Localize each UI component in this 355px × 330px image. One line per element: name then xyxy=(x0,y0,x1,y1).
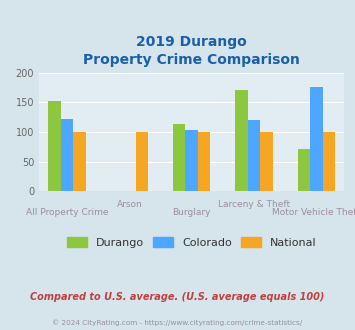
Text: Compared to U.S. average. (U.S. average equals 100): Compared to U.S. average. (U.S. average … xyxy=(30,292,325,302)
Text: Arson: Arson xyxy=(116,200,142,209)
Bar xyxy=(323,132,335,191)
Bar xyxy=(61,119,73,191)
Bar xyxy=(136,132,148,191)
Bar xyxy=(73,132,86,191)
Bar xyxy=(310,87,323,191)
Text: © 2024 CityRating.com - https://www.cityrating.com/crime-statistics/: © 2024 CityRating.com - https://www.city… xyxy=(53,319,302,326)
Bar xyxy=(173,124,185,191)
Text: All Property Crime: All Property Crime xyxy=(26,208,108,217)
Bar xyxy=(198,132,211,191)
Bar xyxy=(248,120,260,191)
Title: 2019 Durango
Property Crime Comparison: 2019 Durango Property Crime Comparison xyxy=(83,35,300,67)
Text: Larceny & Theft: Larceny & Theft xyxy=(218,200,290,209)
Bar xyxy=(297,148,310,191)
Legend: Durango, Colorado, National: Durango, Colorado, National xyxy=(63,233,321,252)
Bar xyxy=(185,130,198,191)
Bar xyxy=(48,101,61,191)
Text: Burglary: Burglary xyxy=(173,208,211,217)
Bar xyxy=(260,132,273,191)
Bar xyxy=(235,90,248,191)
Text: Motor Vehicle Theft: Motor Vehicle Theft xyxy=(272,208,355,217)
